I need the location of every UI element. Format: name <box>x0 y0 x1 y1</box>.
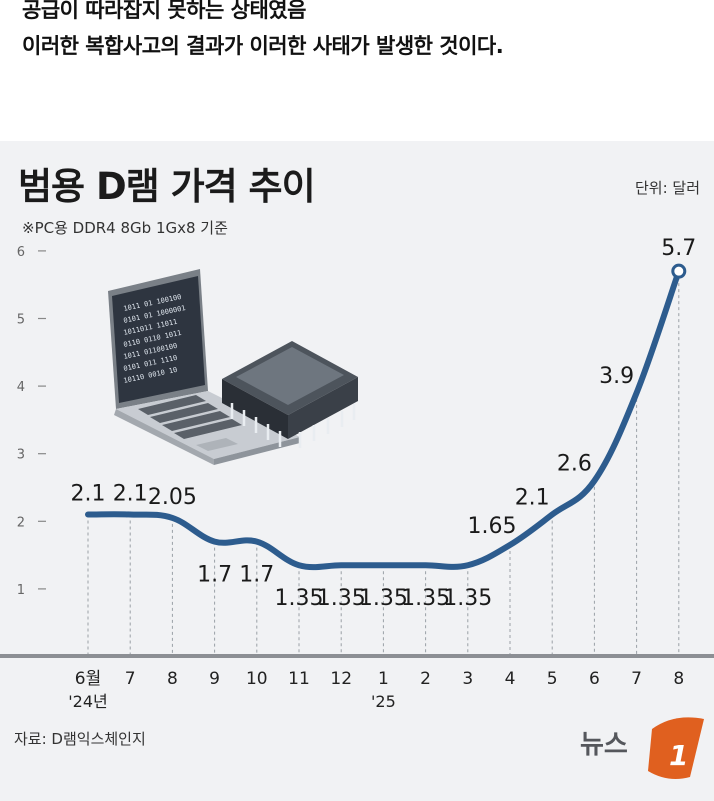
y-tick-label: 4 <box>17 380 25 395</box>
y-tick-label: 2 <box>17 515 25 530</box>
chart-title: 범용 D램 가격 추이 <box>18 165 315 208</box>
logo-emblem-digit: 1 <box>669 739 688 772</box>
x-tick-label: 6 <box>589 669 600 689</box>
y-tick-label: 1 <box>17 583 25 598</box>
x-tick-label: 9 <box>209 669 220 689</box>
data-label: 1.65 <box>468 514 517 539</box>
source-label: 자료: D램익스체인지 <box>14 730 146 748</box>
x-tick-label: 11 <box>288 669 310 689</box>
logo-emblem <box>648 717 704 779</box>
x-tick-label: 5 <box>547 669 558 689</box>
price-line-chart: 범용 D램 가격 추이 단위: 달러 ※PC용 DDR4 8Gb 1Gx8 기준… <box>0 165 714 779</box>
data-label: 1.35 <box>317 586 366 611</box>
data-label: 1.7 <box>197 563 232 588</box>
x-axis-baseline <box>0 654 714 658</box>
caption-line-1: 공급이 따라잡지 못하는 상태였음 <box>22 0 306 22</box>
x-tick-label: 4 <box>505 669 516 689</box>
unit-label: 단위: 달러 <box>635 179 700 197</box>
data-label: 2.1 <box>71 482 106 507</box>
end-point-marker <box>671 263 687 279</box>
x-year-label: '24년 <box>68 692 107 711</box>
data-labels: 2.1 2.1 2.051.7 1.71.351.351.351.351.351.65… <box>71 236 697 611</box>
data-label: 1.7 <box>239 563 274 588</box>
laptop-chip-illustration: 1011 01 100100 0101 01 1000001 1011011 1… <box>108 269 358 465</box>
data-label: 1.35 <box>359 586 408 611</box>
data-label: 5.7 <box>661 236 696 261</box>
x-tick-label: 12 <box>330 669 352 689</box>
y-tick-label: 6 <box>17 245 25 260</box>
laptop-icon: 1011 01 100100 0101 01 1000001 1011011 1… <box>108 269 300 465</box>
series-line <box>85 268 682 571</box>
caption-line-2: 이러한 복합사고의 결과가 이러한 사태가 발생한 것이다. <box>22 34 504 58</box>
data-label: 2.1 <box>113 482 148 507</box>
x-tick-label: 8 <box>167 669 178 689</box>
x-tick-label: 8 <box>673 669 684 689</box>
y-axis: 1 2 3 4 5 6 <box>17 245 46 598</box>
data-label: 1.35 <box>275 586 324 611</box>
data-label: 1.35 <box>443 586 492 611</box>
y-tick-label: 3 <box>17 448 25 463</box>
x-tick-label: 7 <box>631 669 642 689</box>
chart-card: 범용 D램 가격 추이 단위: 달러 ※PC용 DDR4 8Gb 1Gx8 기준… <box>0 141 714 801</box>
y-tick-label: 5 <box>17 313 25 328</box>
x-tick-label: 7 <box>125 669 136 689</box>
x-axis: 6월 7 8 9 10 11 12 1 2 3 4 5 6 7 8'24년 '25 <box>68 669 684 711</box>
data-label: 3.9 <box>599 364 634 389</box>
x-tick-label: 1 <box>378 669 389 689</box>
data-label: 2.6 <box>557 452 592 477</box>
chart-subtitle: ※PC용 DDR4 8Gb 1Gx8 기준 <box>22 219 228 237</box>
logo-wordmark: 뉴스 <box>580 730 628 760</box>
data-label: 2.1 <box>515 486 550 511</box>
x-tick-label: 2 <box>420 669 431 689</box>
caption: 공급이 따라잡지 못하는 상태였음 이러한 복합사고의 결과가 이러한 사태가 … <box>22 0 702 64</box>
x-guides <box>87 277 680 654</box>
x-tick-label: 3 <box>462 669 473 689</box>
data-label: 2.05 <box>148 485 197 510</box>
x-tick-label: 6월 <box>75 669 101 689</box>
x-tick-label: 10 <box>246 669 268 689</box>
news1-logo: 뉴스1 뉴스 1 <box>580 717 704 779</box>
memory-chip-icon <box>222 341 358 448</box>
data-label: 1.35 <box>401 586 450 611</box>
x-year-label: '25 <box>371 692 396 711</box>
